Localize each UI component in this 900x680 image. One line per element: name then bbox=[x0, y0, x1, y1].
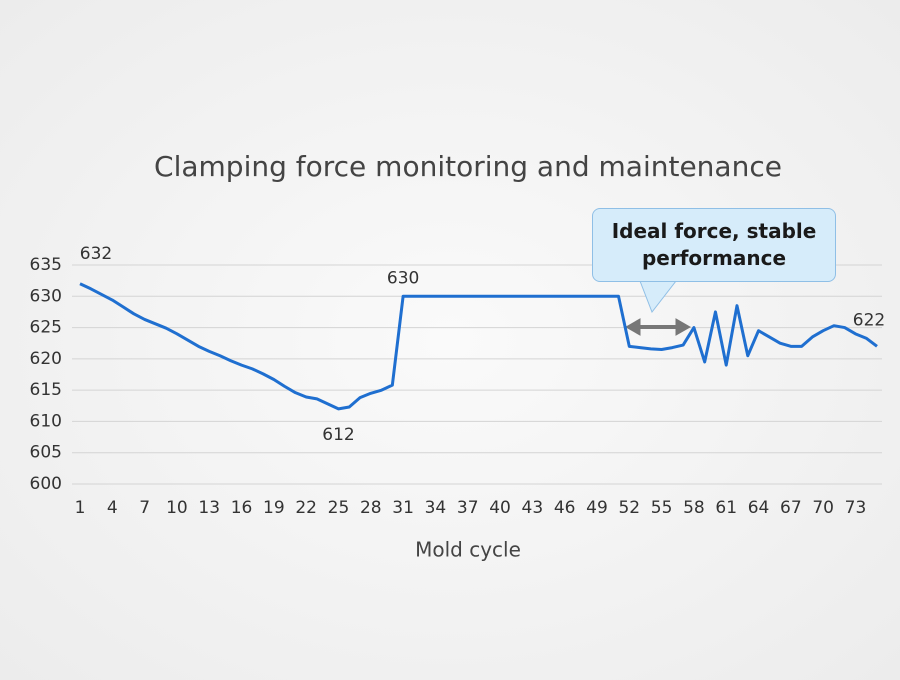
annotation: Ideal force, stable performance bbox=[592, 208, 836, 282]
x-tick-label: 40 bbox=[489, 498, 511, 518]
y-tick-label: 630 bbox=[30, 286, 62, 306]
x-tick-label: 28 bbox=[360, 498, 382, 518]
x-tick-label: 46 bbox=[554, 498, 576, 518]
x-tick-label: 70 bbox=[812, 498, 834, 518]
y-tick-label: 605 bbox=[30, 443, 62, 463]
x-tick-label: 19 bbox=[263, 498, 285, 518]
x-tick-label: 31 bbox=[392, 498, 414, 518]
x-tick-label: 64 bbox=[748, 498, 770, 518]
x-tick-label: 55 bbox=[651, 498, 673, 518]
x-tick-label: 73 bbox=[845, 498, 867, 518]
y-tick-label: 610 bbox=[30, 411, 62, 431]
y-tick-label: 620 bbox=[30, 349, 62, 369]
data-label: 632 bbox=[80, 244, 112, 264]
x-tick-label: 16 bbox=[231, 498, 253, 518]
data-label: 622 bbox=[853, 310, 885, 330]
x-tick-label: 22 bbox=[295, 498, 317, 518]
x-axis-label: Mold cycle bbox=[415, 538, 521, 562]
y-tick-label: 625 bbox=[30, 318, 62, 338]
x-tick-label: 49 bbox=[586, 498, 608, 518]
x-tick-label: 7 bbox=[139, 498, 150, 518]
x-tick-label: 10 bbox=[166, 498, 188, 518]
y-tick-label: 635 bbox=[30, 255, 62, 275]
range-arrow bbox=[624, 318, 692, 336]
x-tick-label: 52 bbox=[618, 498, 640, 518]
x-tick-label: 43 bbox=[522, 498, 544, 518]
chart-title: Clamping force monitoring and maintenanc… bbox=[154, 150, 782, 183]
x-tick-label: 61 bbox=[715, 498, 737, 518]
data-label: 612 bbox=[322, 425, 354, 445]
x-tick-label: 13 bbox=[198, 498, 220, 518]
x-tick-label: 58 bbox=[683, 498, 705, 518]
x-tick-label: 4 bbox=[107, 498, 118, 518]
line bbox=[79, 282, 878, 411]
y-tick-label: 600 bbox=[30, 474, 62, 494]
x-tick-label: 34 bbox=[425, 498, 447, 518]
x-tick-label: 37 bbox=[457, 498, 479, 518]
data-label: 630 bbox=[387, 268, 419, 288]
x-tick-label: 1 bbox=[75, 498, 86, 518]
x-tick-label: 67 bbox=[780, 498, 802, 518]
y-tick-label: 615 bbox=[30, 380, 62, 400]
x-tick-label: 25 bbox=[328, 498, 350, 518]
